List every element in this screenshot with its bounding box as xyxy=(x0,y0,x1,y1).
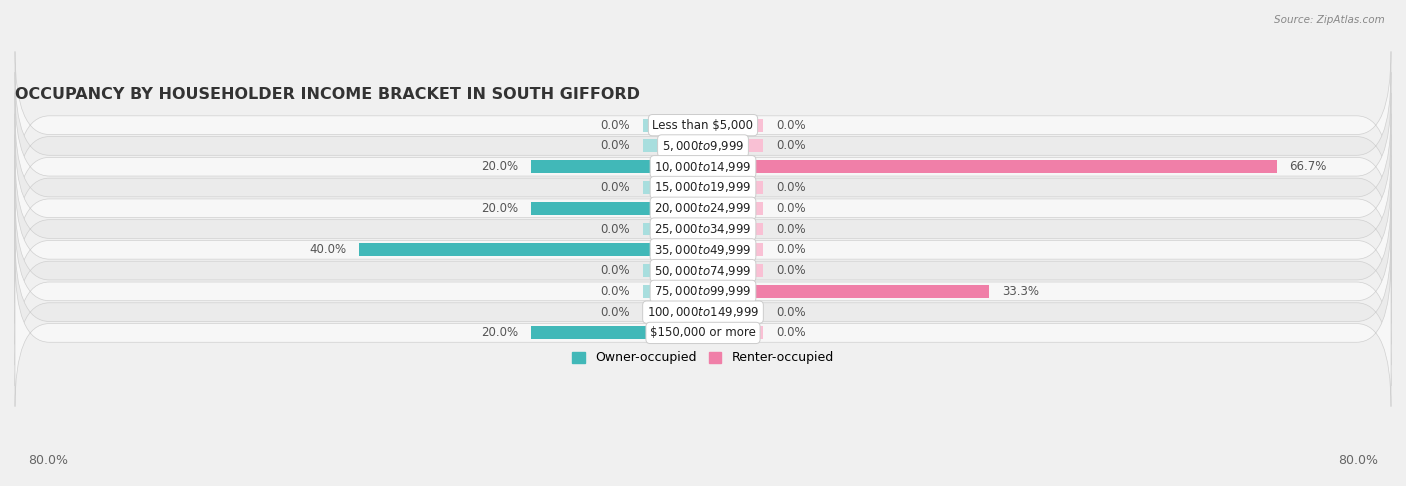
Text: 80.0%: 80.0% xyxy=(28,453,67,467)
Bar xyxy=(643,119,703,132)
Text: $20,000 to $24,999: $20,000 to $24,999 xyxy=(654,201,752,215)
Text: 0.0%: 0.0% xyxy=(600,181,630,194)
Bar xyxy=(703,264,763,277)
Text: 20.0%: 20.0% xyxy=(481,160,517,173)
FancyBboxPatch shape xyxy=(15,52,1391,199)
Text: 20.0%: 20.0% xyxy=(481,327,517,339)
Bar xyxy=(703,243,763,256)
Bar xyxy=(703,202,763,215)
Text: 0.0%: 0.0% xyxy=(776,264,806,277)
Text: 0.0%: 0.0% xyxy=(776,306,806,319)
Bar xyxy=(531,327,703,339)
Text: 0.0%: 0.0% xyxy=(600,285,630,298)
Text: 80.0%: 80.0% xyxy=(1339,453,1378,467)
Bar xyxy=(703,139,763,153)
FancyBboxPatch shape xyxy=(15,156,1391,303)
FancyBboxPatch shape xyxy=(15,135,1391,282)
Text: 0.0%: 0.0% xyxy=(776,139,806,153)
Text: 0.0%: 0.0% xyxy=(776,119,806,132)
Text: OCCUPANCY BY HOUSEHOLDER INCOME BRACKET IN SOUTH GIFFORD: OCCUPANCY BY HOUSEHOLDER INCOME BRACKET … xyxy=(15,87,640,102)
Bar xyxy=(643,181,703,194)
Text: $15,000 to $19,999: $15,000 to $19,999 xyxy=(654,180,752,194)
Text: 0.0%: 0.0% xyxy=(776,181,806,194)
Text: $10,000 to $14,999: $10,000 to $14,999 xyxy=(654,160,752,174)
Text: 0.0%: 0.0% xyxy=(776,202,806,215)
Bar xyxy=(643,223,703,236)
Text: 0.0%: 0.0% xyxy=(600,223,630,236)
FancyBboxPatch shape xyxy=(15,197,1391,345)
Text: $35,000 to $49,999: $35,000 to $49,999 xyxy=(654,243,752,257)
Text: 0.0%: 0.0% xyxy=(776,327,806,339)
Text: Source: ZipAtlas.com: Source: ZipAtlas.com xyxy=(1274,15,1385,25)
Text: 0.0%: 0.0% xyxy=(600,306,630,319)
Text: 0.0%: 0.0% xyxy=(600,264,630,277)
Bar xyxy=(359,243,703,256)
Bar xyxy=(643,306,703,319)
Text: 20.0%: 20.0% xyxy=(481,202,517,215)
Text: $5,000 to $9,999: $5,000 to $9,999 xyxy=(662,139,744,153)
Bar xyxy=(703,327,763,339)
Text: $75,000 to $99,999: $75,000 to $99,999 xyxy=(654,284,752,298)
Bar xyxy=(703,160,1277,173)
Text: $50,000 to $74,999: $50,000 to $74,999 xyxy=(654,263,752,278)
Text: 0.0%: 0.0% xyxy=(600,139,630,153)
FancyBboxPatch shape xyxy=(15,93,1391,241)
Text: $150,000 or more: $150,000 or more xyxy=(650,327,756,339)
Text: 0.0%: 0.0% xyxy=(600,119,630,132)
Text: Less than $5,000: Less than $5,000 xyxy=(652,119,754,132)
Bar xyxy=(643,264,703,277)
Bar xyxy=(703,181,763,194)
FancyBboxPatch shape xyxy=(15,218,1391,365)
FancyBboxPatch shape xyxy=(15,114,1391,261)
FancyBboxPatch shape xyxy=(15,176,1391,324)
Bar xyxy=(703,306,763,319)
FancyBboxPatch shape xyxy=(15,72,1391,220)
FancyBboxPatch shape xyxy=(15,239,1391,386)
Text: 66.7%: 66.7% xyxy=(1289,160,1327,173)
Bar xyxy=(703,119,763,132)
Bar xyxy=(531,202,703,215)
Text: 33.3%: 33.3% xyxy=(1002,285,1039,298)
Text: 0.0%: 0.0% xyxy=(776,243,806,256)
Bar xyxy=(643,285,703,298)
Text: $100,000 to $149,999: $100,000 to $149,999 xyxy=(647,305,759,319)
Text: 0.0%: 0.0% xyxy=(776,223,806,236)
Bar xyxy=(703,223,763,236)
Text: 40.0%: 40.0% xyxy=(309,243,346,256)
Bar xyxy=(531,160,703,173)
Text: $25,000 to $34,999: $25,000 to $34,999 xyxy=(654,222,752,236)
Bar xyxy=(703,285,990,298)
Legend: Owner-occupied, Renter-occupied: Owner-occupied, Renter-occupied xyxy=(568,347,838,369)
Bar xyxy=(643,139,703,153)
FancyBboxPatch shape xyxy=(15,259,1391,407)
